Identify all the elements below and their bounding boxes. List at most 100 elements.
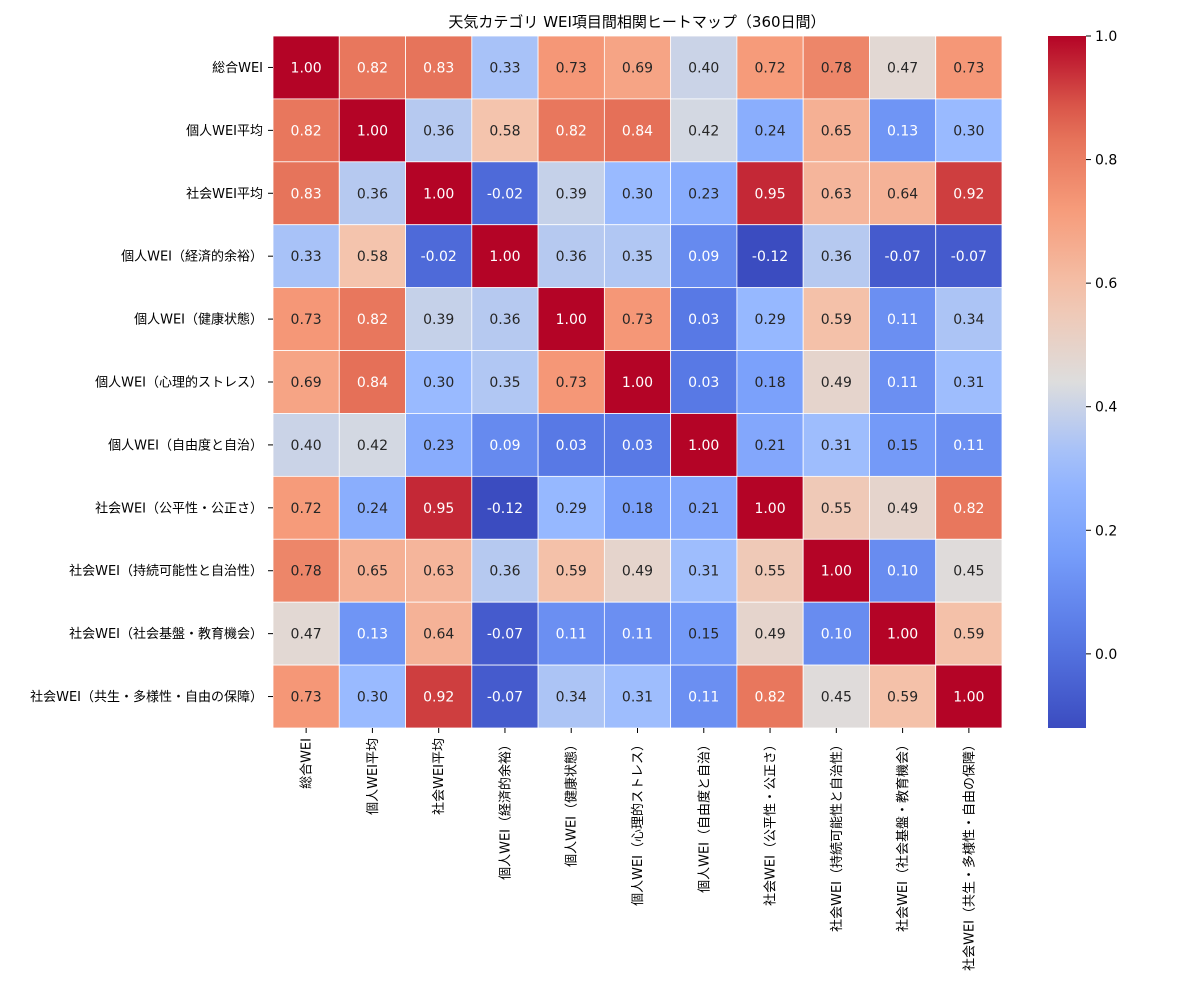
cell-value-label: 1.00 — [556, 312, 587, 328]
heatmap-cell — [603, 98, 672, 163]
heatmap-cell — [736, 35, 804, 100]
x-tick-label: 個人WEI（経済的余裕） — [497, 738, 513, 880]
heatmap-cell — [670, 538, 738, 603]
cell-value-label: 0.59 — [821, 312, 852, 328]
heatmap-cell — [272, 161, 340, 226]
heatmap-cell — [471, 224, 539, 289]
colorbar-tick-label: 0.6 — [1095, 276, 1117, 292]
cell-value-label: 0.24 — [754, 123, 785, 139]
cell-value-label: 0.47 — [291, 627, 322, 643]
cell-value-label: 0.34 — [953, 312, 984, 328]
heatmap-cell — [338, 287, 406, 351]
cell-value-label: 0.29 — [556, 501, 587, 517]
y-tick-label: 社会WEI（持続可能性と自治性） — [69, 563, 263, 579]
heatmap-cells: 1.00 0.82 0.83 0.33 0.73 0.69 0.40 0.72 0.78 0.47… — [272, 35, 1003, 729]
y-tick-label: 社会WEI（社会基盤・教育機会） — [69, 626, 263, 642]
y-tick-label: 個人WEI（心理的ストレス） — [95, 375, 263, 391]
cell-value-label: 0.59 — [556, 564, 587, 580]
cell-value-label: 0.13 — [887, 123, 918, 139]
colorbar-tick-label: 0.4 — [1095, 400, 1117, 416]
cell-value-label: 0.15 — [688, 627, 719, 643]
heatmap-cell — [935, 538, 1003, 603]
cell-value-label: 0.82 — [556, 123, 587, 139]
heatmap-cell — [935, 287, 1003, 351]
heatmap-cell — [405, 224, 473, 289]
cell-value-label: 0.23 — [423, 438, 454, 454]
cell-value-label: 0.73 — [556, 375, 587, 391]
cell-value-label: 0.36 — [423, 123, 454, 139]
cell-value-label: 0.11 — [887, 312, 918, 328]
cell-value-label: 0.92 — [423, 690, 454, 706]
y-tick-label: 個人WEI（自由度と自治） — [108, 437, 263, 453]
heatmap-cell — [603, 664, 672, 729]
cell-value-label: 0.59 — [887, 690, 918, 706]
heatmap-cell — [603, 475, 672, 540]
x-tick-label: 社会WEI（公平性・公正さ） — [763, 738, 779, 906]
heatmap-cell — [603, 287, 672, 351]
cell-value-label: 0.82 — [357, 60, 388, 76]
heatmap-cell — [471, 538, 539, 603]
heatmap-cell — [869, 224, 937, 289]
cell-value-label: 0.31 — [953, 375, 984, 391]
y-tick-label: 社会WEI（共生・多様性・自由の保障） — [30, 689, 263, 705]
colorbar-tick-label: 0.8 — [1095, 153, 1117, 169]
cell-value-label: 0.65 — [821, 123, 852, 139]
heatmap-cell — [802, 413, 870, 477]
heatmap-cell — [869, 475, 937, 540]
cell-value-label: 1.00 — [357, 123, 388, 139]
cell-value-label: 0.69 — [622, 60, 653, 76]
cell-value-label: 0.42 — [357, 438, 388, 454]
heatmap-cell — [471, 601, 539, 666]
cell-value-label: 0.10 — [821, 627, 852, 643]
cell-value-label: 0.84 — [357, 375, 388, 391]
heatmap-cell — [603, 601, 672, 666]
cell-value-label: 0.39 — [556, 186, 587, 202]
heatmap-cell — [338, 224, 406, 289]
heatmap-cell — [869, 98, 937, 163]
heatmap-cell — [670, 224, 738, 289]
cell-value-label: 0.83 — [291, 186, 322, 202]
cell-value-label: 0.03 — [688, 375, 719, 391]
x-tick-label: 個人WEI（心理的ストレス） — [630, 738, 646, 906]
cell-value-label: 0.63 — [821, 186, 852, 202]
cell-value-label: 0.84 — [622, 123, 653, 139]
cell-value-label: 0.49 — [887, 501, 918, 517]
cell-value-label: 1.00 — [291, 60, 322, 76]
heatmap-cell — [603, 413, 672, 477]
cell-value-label: 0.72 — [754, 60, 785, 76]
cell-value-label: 0.18 — [622, 501, 653, 517]
heatmap-cell — [405, 35, 473, 100]
heatmap-cell — [670, 98, 738, 163]
heatmap-cell — [272, 350, 340, 414]
x-tick-label: 社会WEI（社会基盤・教育機会） — [895, 738, 911, 932]
cell-value-label: 0.64 — [423, 627, 454, 643]
heatmap-cell — [802, 601, 870, 666]
cell-value-label: 1.00 — [754, 501, 785, 517]
heatmap-cell — [736, 98, 804, 163]
x-tick-label: 個人WEI平均 — [366, 738, 381, 815]
cell-value-label: 0.49 — [622, 564, 653, 580]
cell-value-label: 0.59 — [953, 627, 984, 643]
heatmap-cell — [471, 35, 539, 100]
cell-value-label: 0.36 — [556, 249, 587, 265]
heatmap-cell — [935, 601, 1003, 666]
cell-value-label: 0.18 — [754, 375, 785, 391]
heatmap-cell — [869, 35, 937, 100]
heatmap-cell — [471, 350, 539, 414]
heatmap-cell — [802, 287, 870, 351]
cell-value-label: 0.35 — [622, 249, 653, 265]
cell-value-label: 0.73 — [953, 60, 984, 76]
cell-value-label: 0.36 — [821, 249, 852, 265]
heatmap-cell — [471, 413, 539, 477]
heatmap-cell — [272, 413, 340, 477]
heatmap-cell — [338, 35, 406, 100]
heatmap-cell — [338, 98, 406, 163]
cell-value-label: 0.11 — [556, 627, 587, 643]
heatmap-cell — [537, 35, 605, 100]
heatmap-cell — [471, 475, 539, 540]
cell-value-label: 0.30 — [622, 186, 653, 202]
heatmap-cell — [935, 664, 1003, 729]
heatmap-cell — [603, 35, 672, 100]
cell-value-label: 0.55 — [754, 564, 785, 580]
